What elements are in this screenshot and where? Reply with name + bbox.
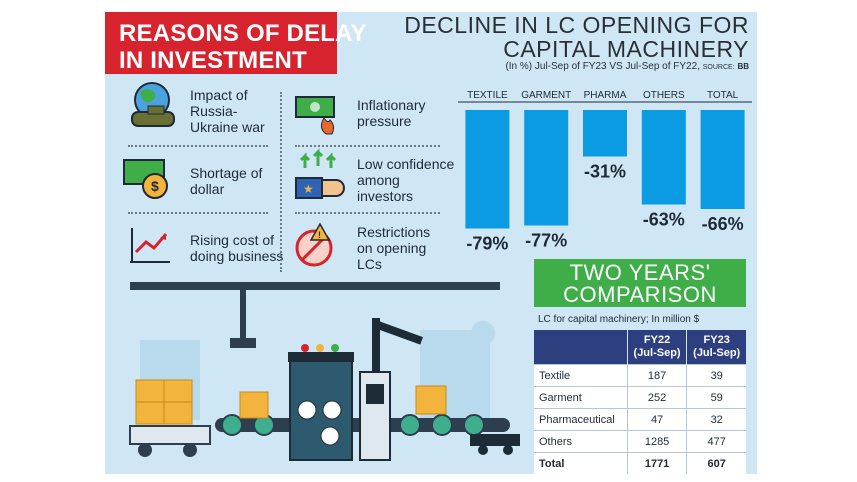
- row-label: Others: [534, 430, 628, 453]
- fy23-value: 59: [686, 386, 746, 409]
- table-row: Pharmaceutical 47 32: [534, 408, 746, 431]
- fy22-value: 1771: [626, 452, 687, 474]
- category-label: TEXTILE: [467, 90, 508, 101]
- reason-text-russia-ukraine: Impact of Russia- Ukraine war: [190, 87, 265, 135]
- fy23-value: 32: [686, 408, 746, 431]
- bar-garment: [524, 110, 569, 226]
- row-label: Pharmaceutical: [534, 408, 628, 431]
- reason-text-lc-restrictions: Restrictions on opening LCs: [357, 224, 431, 272]
- table-row-total: Total 1771 607: [534, 452, 746, 474]
- category-label: GARMENT: [521, 90, 571, 101]
- row-label: Total: [534, 452, 628, 474]
- table-header-row: FY22 (Jul-Sep) FY23 (Jul-Sep): [534, 330, 746, 365]
- value-label: -77%: [525, 231, 567, 251]
- bar-textile: [465, 110, 510, 229]
- banner-title-line-2: IN INVESTMENT: [119, 47, 307, 74]
- row-label: Garment: [534, 386, 628, 409]
- reason-text-inflation: Inflationary pressure: [357, 97, 426, 129]
- category-label: TOTAL: [707, 90, 739, 101]
- table-header-fy22: FY22 (Jul-Sep): [626, 330, 687, 365]
- thumbs-up-arrows-icon: ★: [295, 148, 345, 199]
- burning-money-icon: [295, 96, 335, 135]
- banner-title-line-1: REASONS OF DELAY: [119, 20, 367, 47]
- fy23-value: 607: [686, 452, 746, 474]
- svg-text:!: !: [318, 230, 321, 240]
- chart-source-label: SOURCE:: [702, 64, 735, 71]
- fy23-value: 39: [686, 364, 746, 387]
- value-label: -31%: [584, 162, 626, 182]
- value-label: -66%: [702, 214, 744, 234]
- rising-chart-icon: [130, 228, 170, 263]
- table-header-fy23: FY23 (Jul-Sep): [686, 330, 746, 365]
- value-label: -79%: [466, 234, 508, 254]
- chart-subtitle: (In %) Jul-Sep of FY23 VS Jul-Sep of FY2…: [505, 61, 749, 72]
- comparison-banner: TWO YEARS' COMPARISON: [534, 259, 746, 307]
- fy23-header-line-2: (Jul-Sep): [693, 347, 741, 359]
- table-header-blank: [534, 330, 628, 365]
- bar-pharma: [583, 110, 627, 157]
- reason-text-low-confidence: Low confidence among investors: [357, 156, 455, 204]
- chart-title-line-1: DECLINE IN LC OPENING FOR: [404, 12, 749, 38]
- table-row: Garment 252 59: [534, 386, 746, 409]
- category-label: OTHERS: [643, 90, 685, 101]
- reason-text-dollar-shortage: Shortage of dollar: [190, 165, 263, 197]
- bar-others: [641, 110, 686, 205]
- dollar-coins-icon: $: [123, 159, 168, 199]
- fy22-value: 252: [626, 386, 687, 409]
- svg-text:★: ★: [303, 182, 314, 196]
- globe-tank-icon: [131, 82, 175, 127]
- divider: [295, 212, 440, 214]
- table-row: Others 1285 477: [534, 430, 746, 453]
- row-label: Textile: [534, 364, 628, 387]
- comparison-table: FY22 (Jul-Sep) FY23 (Jul-Sep) Textile 18…: [534, 330, 746, 474]
- title-banner: REASONS OF DELAY IN INVESTMENT: [105, 12, 367, 74]
- divider: [128, 145, 268, 147]
- chart-source: BB: [737, 62, 749, 71]
- chart-title-line-2: CAPITAL MACHINERY: [503, 36, 749, 62]
- divider: [295, 145, 440, 147]
- chart-subtitle-text: (In %) Jul-Sep of FY23 VS Jul-Sep of FY2…: [505, 61, 700, 72]
- comparison-title-line-1: TWO YEARS': [569, 260, 711, 285]
- bar-total: [700, 110, 745, 209]
- fy22-value: 187: [626, 364, 687, 387]
- fy23-value: 477: [686, 430, 746, 453]
- svg-text:$: $: [151, 178, 159, 194]
- table-caption: LC for capital machinery; In million $: [538, 314, 700, 325]
- reason-text-rising-cost: Rising cost of doing business: [190, 232, 284, 264]
- category-label: PHARMA: [584, 90, 627, 101]
- comparison-title-line-2: COMPARISON: [563, 282, 717, 307]
- value-label: -63%: [643, 210, 685, 230]
- table-row: Textile 187 39: [534, 364, 746, 387]
- fy22-header-line-2: (Jul-Sep): [633, 347, 681, 359]
- vertical-divider: [280, 92, 282, 272]
- fy22-header-line-1: FY22: [643, 334, 671, 346]
- divider: [128, 212, 268, 214]
- fy23-header-line-1: FY23: [703, 334, 730, 346]
- fy22-value: 47: [626, 408, 687, 431]
- stop-hand-warning-icon: !: [295, 222, 333, 267]
- fy22-value: 1285: [626, 430, 687, 453]
